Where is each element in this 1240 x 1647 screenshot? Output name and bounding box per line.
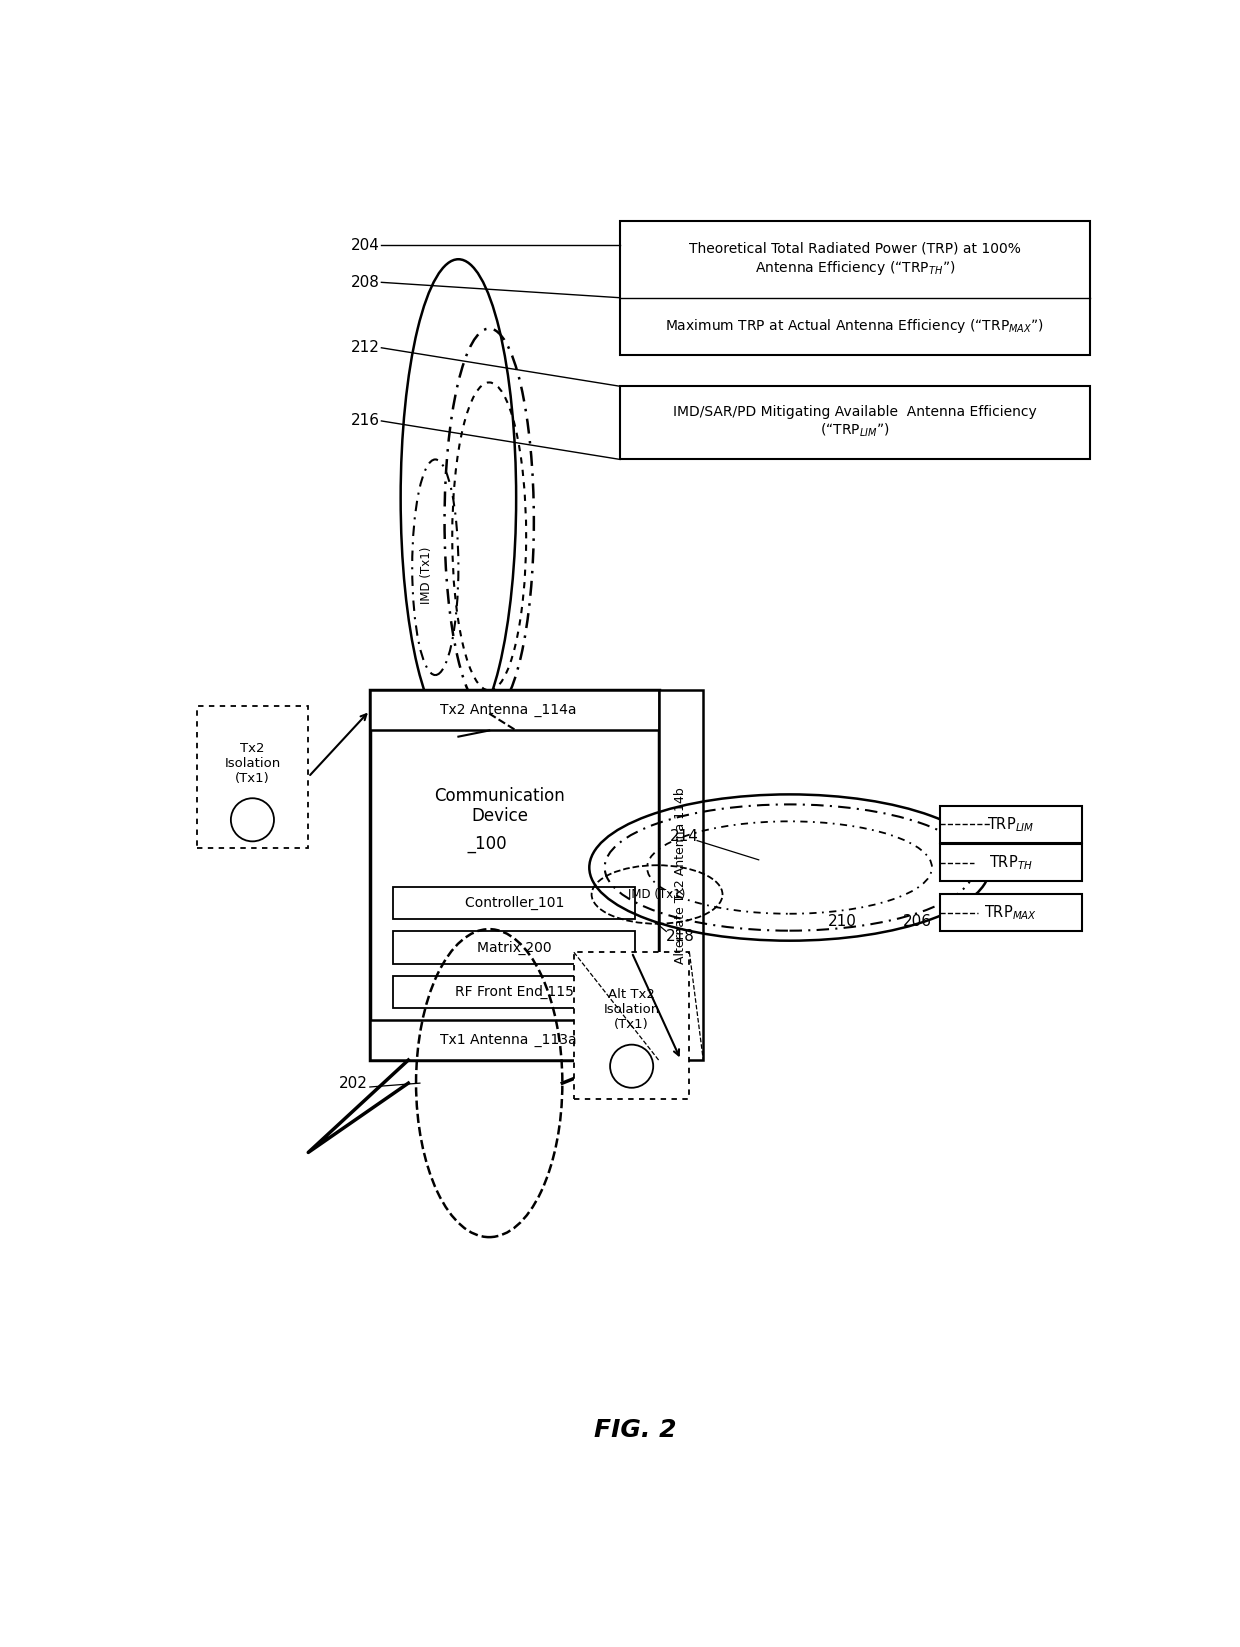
Text: Alt Tx2
Isolation
(Tx1): Alt Tx2 Isolation (Tx1) bbox=[604, 988, 660, 1031]
Text: TRP$_{LIM}$: TRP$_{LIM}$ bbox=[987, 815, 1034, 833]
Text: Controller ̲101: Controller ̲101 bbox=[465, 896, 564, 911]
Text: TRP$_{MAX}$: TRP$_{MAX}$ bbox=[985, 904, 1038, 922]
Text: 204: 204 bbox=[351, 237, 379, 254]
Text: 208: 208 bbox=[351, 275, 379, 290]
Text: FIG. 2: FIG. 2 bbox=[594, 1418, 677, 1441]
Bar bbox=[370, 690, 658, 1061]
Text: ̲100: ̲100 bbox=[475, 835, 507, 853]
Text: 210: 210 bbox=[828, 914, 857, 929]
Text: RF Front End ̲115: RF Front End ̲115 bbox=[455, 985, 574, 1000]
Bar bbox=[370, 1019, 658, 1061]
Text: Tx1 Antenna   ̲113a: Tx1 Antenna ̲113a bbox=[440, 1033, 577, 1047]
Text: 218: 218 bbox=[666, 929, 696, 944]
Bar bbox=[393, 886, 635, 919]
Text: Tx2 Antenna   ̲114a: Tx2 Antenna ̲114a bbox=[440, 703, 577, 718]
Text: Alternate Tx2 Antenna 114b: Alternate Tx2 Antenna 114b bbox=[675, 787, 687, 963]
Text: Communication
Device: Communication Device bbox=[434, 787, 565, 825]
Text: IMD/SAR/PD Mitigating Available  Antenna Efficiency
(“TRP$_{LIM}$”): IMD/SAR/PD Mitigating Available Antenna … bbox=[673, 405, 1037, 440]
Text: 212: 212 bbox=[351, 341, 379, 356]
Text: Maximum TRP at Actual Antenna Efficiency (“TRP$_{MAX}$”): Maximum TRP at Actual Antenna Efficiency… bbox=[666, 318, 1044, 336]
Bar bbox=[940, 894, 1083, 932]
Circle shape bbox=[231, 799, 274, 842]
Text: IMD (Tx1): IMD (Tx1) bbox=[629, 888, 686, 901]
Bar bbox=[940, 845, 1083, 881]
Bar bbox=[197, 707, 309, 848]
Bar bbox=[620, 387, 1090, 460]
Text: Matrix ̲200: Matrix ̲200 bbox=[477, 940, 552, 955]
Text: 202: 202 bbox=[339, 1075, 368, 1090]
Bar bbox=[393, 932, 635, 963]
Text: IMD (Tx1): IMD (Tx1) bbox=[419, 547, 433, 604]
Text: Theoretical Total Radiated Power (TRP) at 100%
Antenna Efficiency (“TRP$_{TH}$”): Theoretical Total Radiated Power (TRP) a… bbox=[689, 242, 1021, 277]
Text: Tx2
Isolation
(Tx1): Tx2 Isolation (Tx1) bbox=[224, 743, 280, 786]
Circle shape bbox=[610, 1044, 653, 1087]
Bar bbox=[620, 221, 1090, 356]
Text: 214: 214 bbox=[670, 828, 699, 845]
Bar bbox=[574, 952, 689, 1099]
Bar bbox=[658, 690, 703, 1061]
Bar bbox=[393, 977, 635, 1008]
Text: 206: 206 bbox=[903, 914, 932, 929]
Text: 216: 216 bbox=[351, 413, 379, 428]
Bar bbox=[940, 805, 1083, 843]
Text: TRP$_{TH}$: TRP$_{TH}$ bbox=[990, 853, 1033, 873]
Bar bbox=[370, 690, 658, 731]
